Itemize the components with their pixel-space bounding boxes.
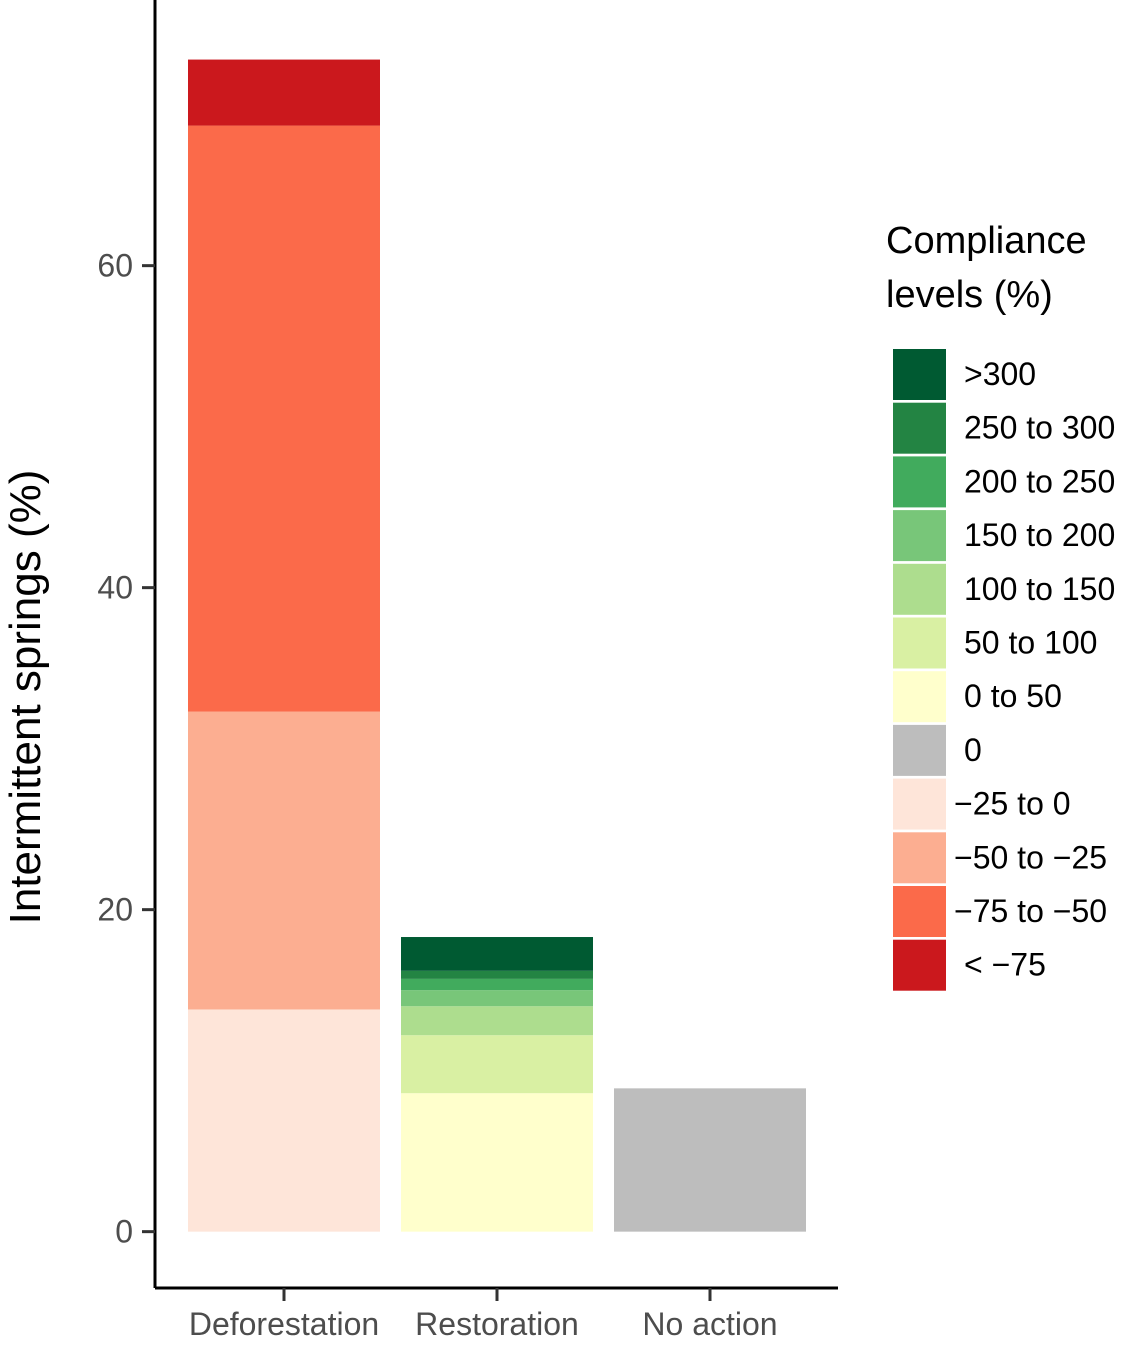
x-tick-label: Restoration: [415, 1306, 579, 1342]
legend-label: −50 to −25: [954, 839, 1107, 875]
bar-segment: [188, 125, 380, 712]
legend-key: [893, 778, 946, 830]
y-tick-label: 40: [97, 570, 133, 606]
legend-label: < −75: [964, 947, 1046, 983]
legend-entries: >300 250 to 300 200 to 250 150 to 200 100 to…: [893, 349, 1115, 991]
x-ticks: Deforestation Restoration No action: [189, 1288, 778, 1342]
x-tick-label: No action: [642, 1306, 777, 1342]
legend-label: 50 to 100: [964, 625, 1097, 661]
y-ticks: 0 20 40 60: [97, 248, 155, 1250]
legend-key: [893, 724, 946, 776]
legend-key: [893, 402, 946, 454]
legend-key: [893, 456, 946, 508]
bar-segment: [614, 1088, 806, 1232]
legend-key: [893, 671, 946, 723]
legend-title-line-1: Compliance: [886, 220, 1087, 262]
bar-segment: [401, 990, 593, 1007]
legend: Compliance levels (%) >300 250 to 300 200 …: [886, 220, 1115, 991]
legend-label: −75 to −50: [954, 893, 1107, 929]
legend-key: [893, 886, 946, 937]
bar-segment: [401, 937, 593, 971]
legend-key: [893, 832, 946, 884]
legend-label: 250 to 300: [964, 410, 1115, 446]
legend-label: 150 to 200: [964, 517, 1115, 553]
x-tick-label: Deforestation: [189, 1306, 379, 1342]
bar-segment: [188, 1009, 380, 1232]
legend-label: 200 to 250: [964, 463, 1115, 499]
bar-segment: [401, 1006, 593, 1036]
legend-key: [893, 563, 946, 615]
legend-label: −25 to 0: [954, 786, 1071, 822]
legend-label: 100 to 150: [964, 571, 1115, 607]
y-axis-title: Intermittent springs (%): [1, 470, 50, 925]
bar-segment: [401, 1035, 593, 1094]
y-tick-label: 20: [97, 892, 133, 928]
y-tick-label: 60: [97, 248, 133, 284]
legend-title-line-2: levels (%): [886, 274, 1053, 316]
legend-key: [893, 617, 946, 669]
y-tick-label: 0: [115, 1214, 133, 1250]
bar-segment: [188, 59, 380, 126]
legend-key: [893, 510, 946, 562]
legend-key: [893, 349, 946, 400]
legend-key: [893, 939, 946, 991]
bar-segment: [401, 970, 593, 979]
bar-segment: [401, 978, 593, 991]
legend-label: >300: [964, 356, 1036, 392]
bars-layer: [188, 59, 806, 1232]
bar-segment: [401, 1093, 593, 1232]
legend-label: 0: [964, 732, 982, 768]
bar-segment: [188, 711, 380, 1010]
legend-label: 0 to 50: [964, 678, 1062, 714]
